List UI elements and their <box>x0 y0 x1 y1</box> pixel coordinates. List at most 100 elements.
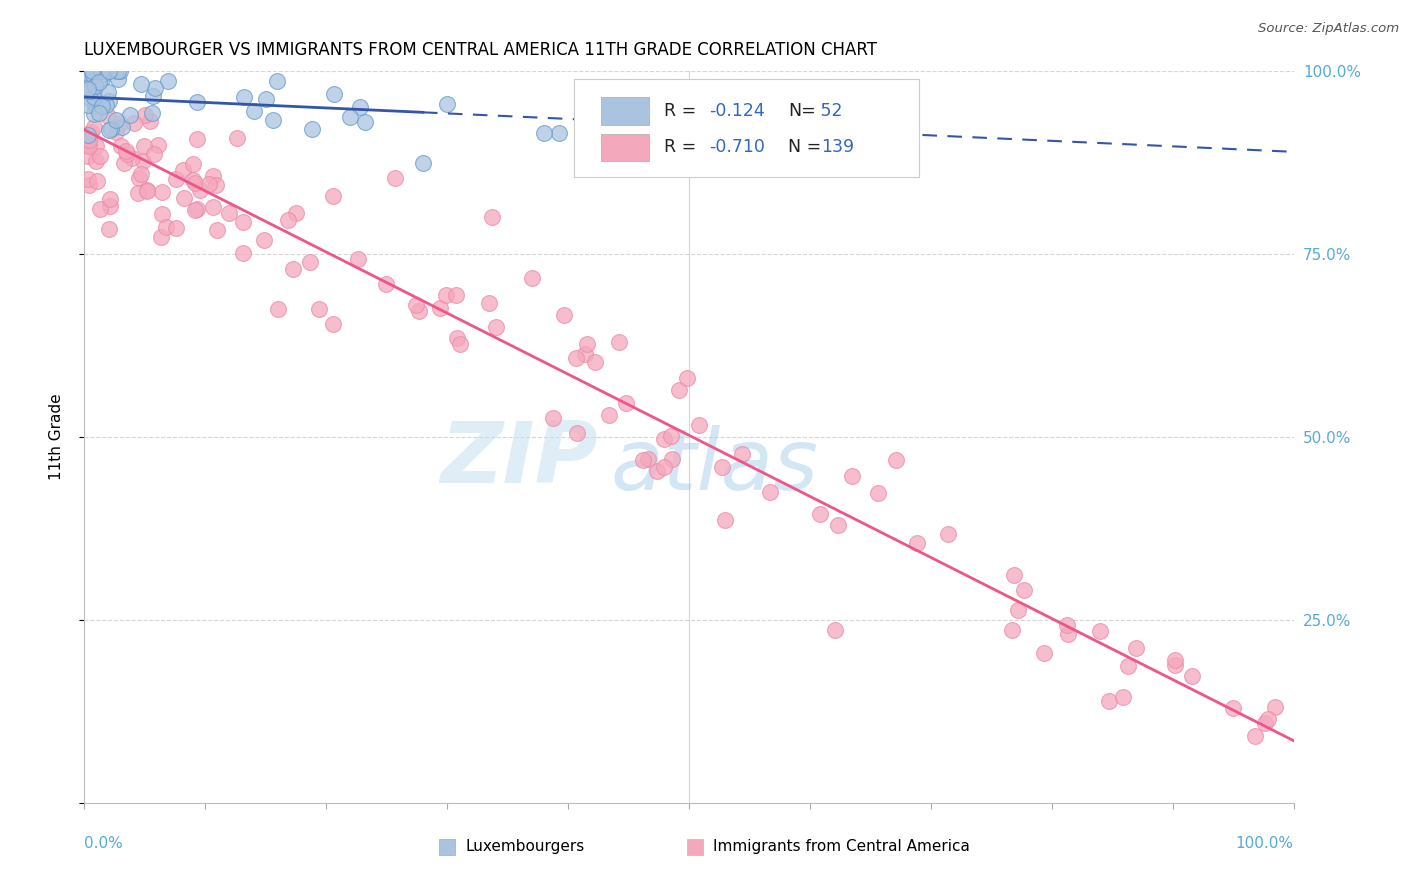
Point <box>661 428 683 442</box>
Point <box>89 149 111 163</box>
Point <box>84 78 107 93</box>
FancyBboxPatch shape <box>600 134 650 161</box>
Point <box>576 337 599 351</box>
Point <box>676 370 699 384</box>
Point <box>1112 690 1135 705</box>
Point <box>827 518 849 533</box>
Text: 0.0%: 0.0% <box>84 836 124 851</box>
Point <box>609 334 631 349</box>
Point <box>446 331 468 345</box>
Point <box>90 99 112 113</box>
Point <box>1098 694 1121 708</box>
Point <box>134 138 156 153</box>
FancyBboxPatch shape <box>600 97 650 125</box>
Point <box>142 89 165 103</box>
Point <box>583 354 606 368</box>
Point <box>283 262 305 277</box>
Point <box>139 113 162 128</box>
Point <box>645 464 668 478</box>
Point <box>277 213 299 227</box>
Point <box>652 432 675 446</box>
Point <box>412 156 434 170</box>
Point <box>202 169 225 183</box>
Point <box>808 507 831 521</box>
Point <box>598 408 620 422</box>
Point <box>758 485 780 500</box>
Point <box>87 75 110 89</box>
Point <box>405 298 427 312</box>
Point <box>83 84 105 98</box>
Point <box>127 186 149 200</box>
Text: N =: N = <box>789 138 821 156</box>
Point <box>565 351 588 365</box>
Point <box>1116 658 1139 673</box>
Point <box>97 85 120 99</box>
Point <box>1222 700 1244 714</box>
Point <box>339 110 361 124</box>
Point <box>1057 627 1080 641</box>
Point <box>141 105 163 120</box>
Point <box>77 178 100 192</box>
Point <box>661 452 683 467</box>
Point <box>1002 568 1025 582</box>
Point <box>1125 640 1147 655</box>
Point <box>173 190 195 204</box>
Point <box>824 624 846 638</box>
Point <box>105 125 128 139</box>
Point <box>121 151 143 165</box>
Point <box>637 451 659 466</box>
Point <box>77 172 100 186</box>
Point <box>301 122 323 136</box>
Text: R =: R = <box>664 138 702 156</box>
Point <box>485 319 508 334</box>
Point <box>232 245 254 260</box>
Text: 100.0%: 100.0% <box>1236 836 1294 851</box>
Point <box>188 183 211 197</box>
Point <box>155 220 177 235</box>
Point <box>1012 583 1035 598</box>
Point <box>205 223 228 237</box>
Point <box>181 173 204 187</box>
Point <box>444 288 467 302</box>
Point <box>254 92 277 106</box>
Text: LUXEMBOURGER VS IMMIGRANTS FROM CENTRAL AMERICA 11TH GRADE CORRELATION CHART: LUXEMBOURGER VS IMMIGRANTS FROM CENTRAL … <box>84 41 877 59</box>
Text: -0.124: -0.124 <box>710 102 765 120</box>
Point <box>1056 618 1078 632</box>
Text: R =: R = <box>664 102 702 120</box>
Point <box>299 255 322 269</box>
Text: 139: 139 <box>821 138 853 156</box>
Point <box>94 98 117 112</box>
Point <box>79 139 101 153</box>
Point <box>120 108 142 122</box>
Point <box>308 302 330 317</box>
Point <box>77 64 100 78</box>
Point <box>146 138 169 153</box>
Point <box>131 167 153 181</box>
Point <box>89 202 111 216</box>
Point <box>354 115 377 129</box>
Point <box>184 203 207 218</box>
Y-axis label: 11th Grade: 11th Grade <box>49 393 63 481</box>
Point <box>83 97 105 112</box>
Point <box>152 185 174 199</box>
Point <box>322 189 344 203</box>
FancyBboxPatch shape <box>574 78 918 178</box>
Point <box>79 80 101 95</box>
Point <box>172 163 194 178</box>
Point <box>714 513 737 527</box>
Point <box>86 174 108 188</box>
Point <box>478 295 501 310</box>
Point <box>115 144 138 158</box>
Point <box>434 288 457 302</box>
Point <box>548 126 571 140</box>
Point <box>322 317 344 331</box>
Point <box>90 64 112 78</box>
Point <box>233 89 256 103</box>
Point <box>128 171 150 186</box>
Point <box>79 84 101 98</box>
Point <box>77 68 100 82</box>
Point <box>631 453 654 467</box>
Point <box>218 206 240 220</box>
Text: -0.710: -0.710 <box>710 138 765 156</box>
Point <box>201 200 224 214</box>
